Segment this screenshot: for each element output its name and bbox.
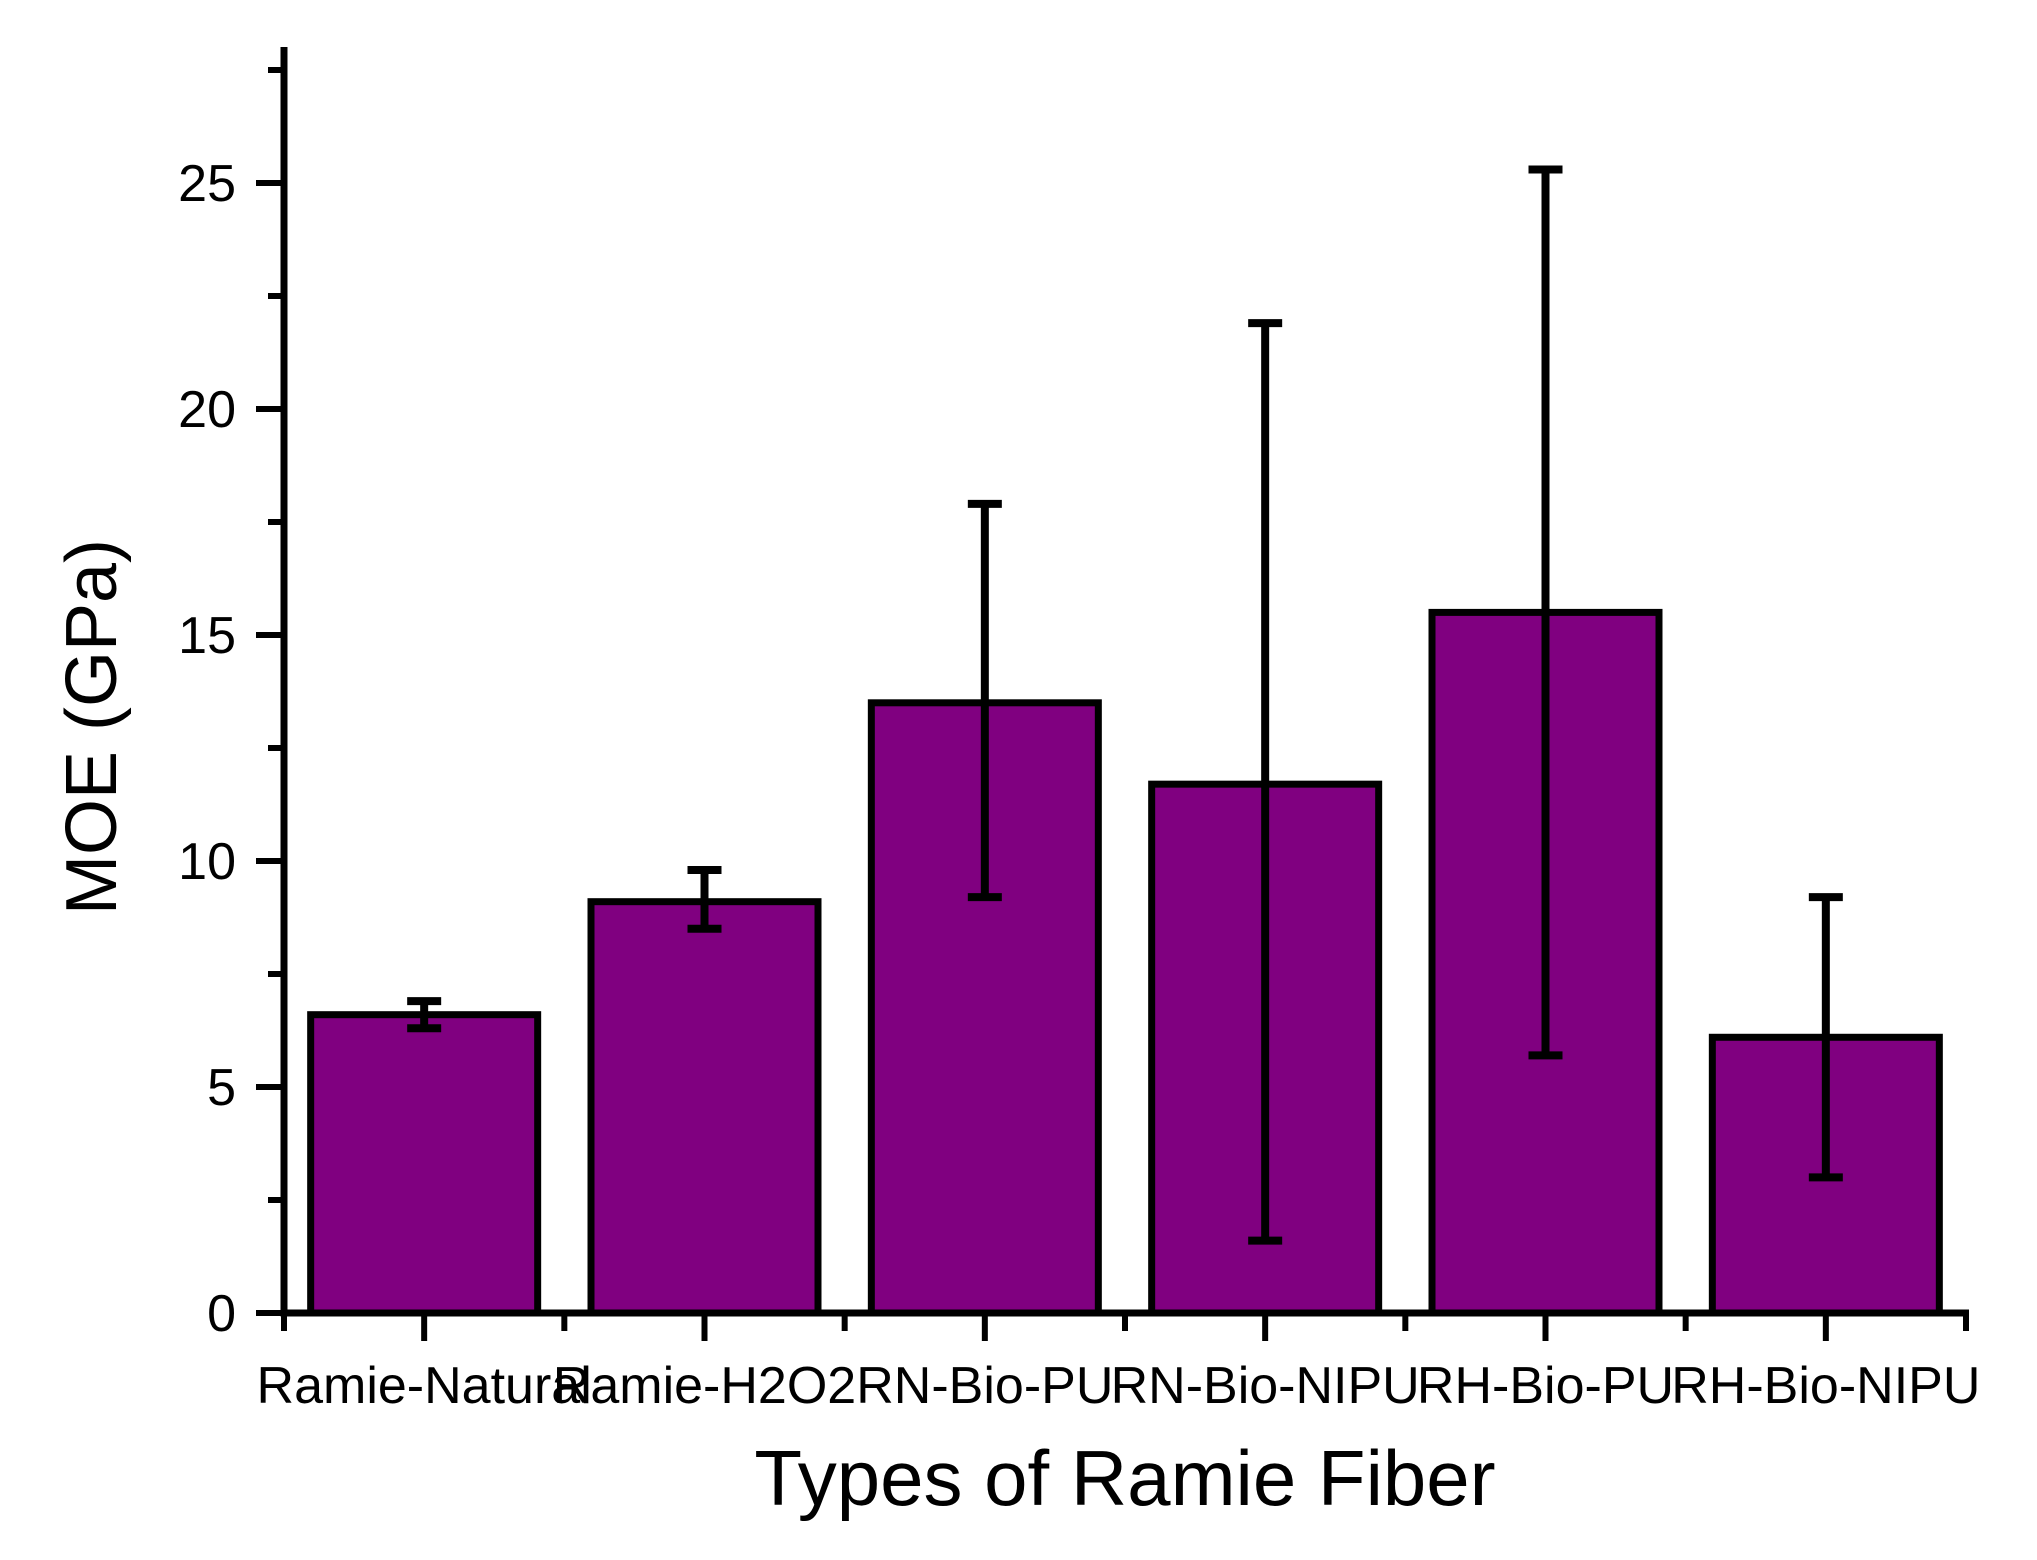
y-tick-label: 0 — [207, 1285, 236, 1343]
error-bar-rh-bio-nipu — [1808, 893, 1843, 1182]
y-axis-ticks — [256, 67, 284, 1316]
y-tick-label: 25 — [178, 155, 236, 213]
y-tick-label: 10 — [178, 833, 236, 891]
y-tick-label: 20 — [178, 381, 236, 439]
error-bar-rn-bio-pu — [967, 499, 1002, 902]
bar-ramie-natural — [307, 1011, 542, 1317]
x-tick-label-rn-bio-nipu: RN-Bio-NIPU — [1111, 1357, 1420, 1415]
x-tick-label-rh-bio-pu: RH-Bio-PU — [1417, 1357, 1674, 1415]
x-tick-label-rh-bio-nipu: RH-Bio-NIPU — [1671, 1357, 1980, 1415]
error-bar-ramie-h2o2 — [687, 866, 722, 933]
y-tick-label: 15 — [178, 607, 236, 665]
x-axis-ticks — [281, 1313, 1969, 1341]
error-bar-ramie-natural — [407, 997, 442, 1033]
bars-layer — [307, 608, 1943, 1317]
y-axis-title: MOE (GPa) — [52, 539, 132, 915]
error-bar-rh-bio-pu — [1528, 165, 1563, 1060]
y-tick-label: 5 — [207, 1059, 236, 1117]
error-bar-rn-bio-nipu — [1248, 319, 1283, 1245]
error-bars-layer — [407, 165, 1843, 1245]
x-tick-label-rn-bio-pu: RN-Bio-PU — [856, 1357, 1113, 1415]
x-tick-label-ramie-h2o2: Ramie-H2O2 — [553, 1357, 856, 1415]
bar-ramie-h2o2 — [587, 898, 822, 1317]
x-axis-title: Types of Ramie Fiber — [754, 1434, 1495, 1522]
x-tick-label-ramie-natural: Ramie-Natural — [257, 1357, 592, 1415]
